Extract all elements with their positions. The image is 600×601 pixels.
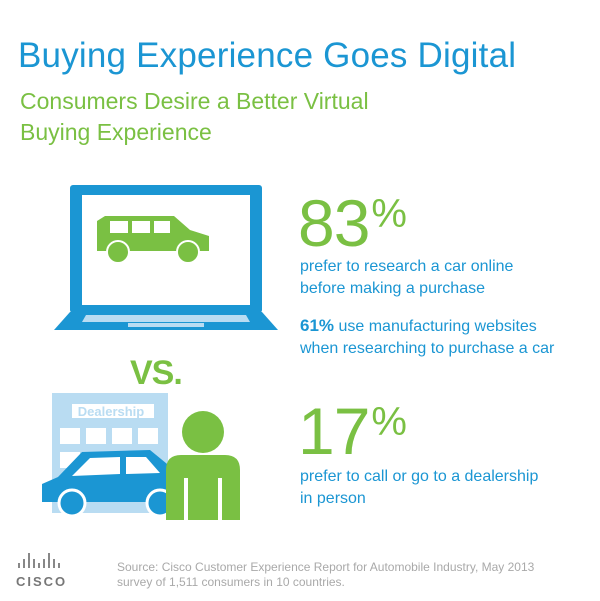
stat-manufacturer: 61% use manufacturing websites when rese… [300, 316, 555, 357]
page-subtitle: Consumers Desire a Better Virtual Buying… [20, 88, 369, 145]
stat-dealer-description: prefer to call or go to a dealership in … [300, 468, 539, 507]
laptop-icon [54, 185, 278, 330]
stat-dealer-value: 17% [298, 394, 407, 468]
source-note: Source: Cisco Customer Experience Report… [117, 560, 535, 589]
page-title: Buying Experience Goes Digital [18, 36, 517, 75]
dealership-sign: Dealership [78, 404, 145, 419]
cisco-logo [18, 553, 60, 568]
person-icon [166, 411, 240, 520]
suv-icon [97, 216, 209, 264]
stat-manufacturer-value: 61% [300, 316, 335, 335]
cisco-logo-text: CISCO [16, 574, 68, 589]
stat-online-value: 83% [298, 186, 407, 260]
vs-label: VS. [130, 354, 183, 392]
stat-online-description: prefer to research a car online before m… [300, 258, 514, 297]
